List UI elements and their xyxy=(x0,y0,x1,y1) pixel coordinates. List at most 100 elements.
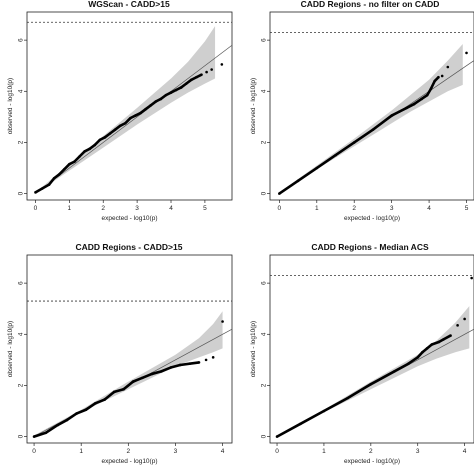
x-tick-label: 1 xyxy=(322,448,326,455)
data-point xyxy=(179,86,183,89)
qq-panel-2: CADD Regions - no filter on CADD 0 1 2 3 4 5 0 2… xyxy=(250,0,474,222)
data-point xyxy=(416,356,420,359)
data-point xyxy=(141,376,144,380)
data-point xyxy=(420,97,423,101)
data-point xyxy=(84,408,88,412)
x-tick-label: 5 xyxy=(203,205,207,212)
data-point xyxy=(174,88,178,92)
observed-curve xyxy=(33,361,200,438)
data-point xyxy=(299,422,302,426)
data-point xyxy=(200,73,203,76)
confidence-band xyxy=(35,26,216,194)
x-tick-label: 1 xyxy=(68,205,72,212)
data-point xyxy=(52,176,56,180)
data-point xyxy=(47,183,51,186)
data-point xyxy=(88,147,91,151)
data-point xyxy=(220,63,224,66)
plot-frame xyxy=(26,254,233,444)
y-tick-label: 4 xyxy=(261,332,268,336)
data-point xyxy=(113,128,117,131)
data-point xyxy=(449,334,452,337)
data-point xyxy=(397,110,401,114)
x-tick-label: 2 xyxy=(352,205,356,212)
data-point xyxy=(122,387,125,391)
data-point xyxy=(65,418,69,422)
data-point xyxy=(108,132,112,135)
data-point xyxy=(195,75,198,79)
data-point xyxy=(118,124,122,128)
data-point xyxy=(56,423,59,427)
y-tick-label: 0 xyxy=(18,191,25,195)
y-axis-label: observed - log10(p) xyxy=(250,321,257,377)
x-tick-label: 0 xyxy=(278,205,282,212)
x-tick-label: 1 xyxy=(315,205,319,212)
x-tick-label: 2 xyxy=(101,205,105,212)
plot-frame xyxy=(269,254,474,444)
data-point xyxy=(463,317,466,321)
y-tick-label: 6 xyxy=(18,281,25,285)
y-tick-label: 0 xyxy=(261,434,268,438)
qq-panel-4: CADD Regions - Median ACS 0 1 2 3 4 0 2 4 6 expect… xyxy=(250,242,474,465)
x-tick-label: 4 xyxy=(463,448,467,455)
y-tick-label: 2 xyxy=(261,140,268,144)
data-point xyxy=(346,396,349,400)
data-point xyxy=(169,366,173,369)
x-axis-label: expected - log10(p) xyxy=(344,458,400,465)
data-point xyxy=(369,382,373,386)
y-tick-label: 6 xyxy=(18,38,25,42)
data-point xyxy=(315,166,319,170)
data-point xyxy=(425,347,429,350)
panel-title: WGScan - CADD>15 xyxy=(88,0,170,9)
data-point xyxy=(188,362,191,366)
data-point xyxy=(205,70,208,74)
data-point xyxy=(131,380,135,383)
data-point xyxy=(421,350,424,354)
data-point xyxy=(430,343,434,346)
data-point xyxy=(134,114,137,117)
confidence-band xyxy=(277,306,470,437)
x-tick-label: 3 xyxy=(416,448,420,455)
data-point xyxy=(129,116,132,120)
plot-frame xyxy=(269,11,474,201)
y-axis-label: observed - log10(p) xyxy=(7,78,14,134)
data-point xyxy=(144,107,147,111)
data-point xyxy=(94,402,97,405)
data-point xyxy=(442,338,445,341)
x-tick-label: 4 xyxy=(169,205,173,212)
data-point xyxy=(150,372,154,376)
x-tick-label: 2 xyxy=(127,448,131,455)
data-point xyxy=(149,104,152,107)
data-point xyxy=(139,111,142,115)
x-tick-label: 0 xyxy=(32,448,36,455)
x-tick-label: 3 xyxy=(135,205,139,212)
data-point xyxy=(392,370,396,373)
data-point xyxy=(278,192,281,195)
x-tick-label: 1 xyxy=(79,448,83,455)
data-point xyxy=(178,363,182,367)
data-point xyxy=(204,358,208,362)
confidence-band xyxy=(279,43,463,194)
data-point xyxy=(465,51,468,55)
y-axis-label: observed - log10(p) xyxy=(250,78,257,134)
data-point xyxy=(221,320,224,323)
data-point xyxy=(429,87,433,91)
data-point xyxy=(32,435,36,438)
y-tick-label: 4 xyxy=(18,332,25,336)
x-tick-label: 3 xyxy=(174,448,178,455)
x-tick-label: 5 xyxy=(465,205,469,212)
x-tick-label: 4 xyxy=(221,448,225,455)
data-point xyxy=(103,398,107,401)
confidence-band xyxy=(34,311,223,437)
x-tick-label: 3 xyxy=(390,205,394,212)
x-axis-label: expected - log10(p) xyxy=(101,458,157,465)
data-point xyxy=(440,74,444,78)
data-point xyxy=(164,93,168,97)
data-point xyxy=(44,431,48,435)
data-point xyxy=(446,65,450,69)
data-point xyxy=(197,361,201,364)
panel-title: CADD Regions - CADD>15 xyxy=(76,242,183,252)
data-point xyxy=(210,68,213,71)
data-point xyxy=(371,128,375,131)
data-point xyxy=(352,141,356,144)
